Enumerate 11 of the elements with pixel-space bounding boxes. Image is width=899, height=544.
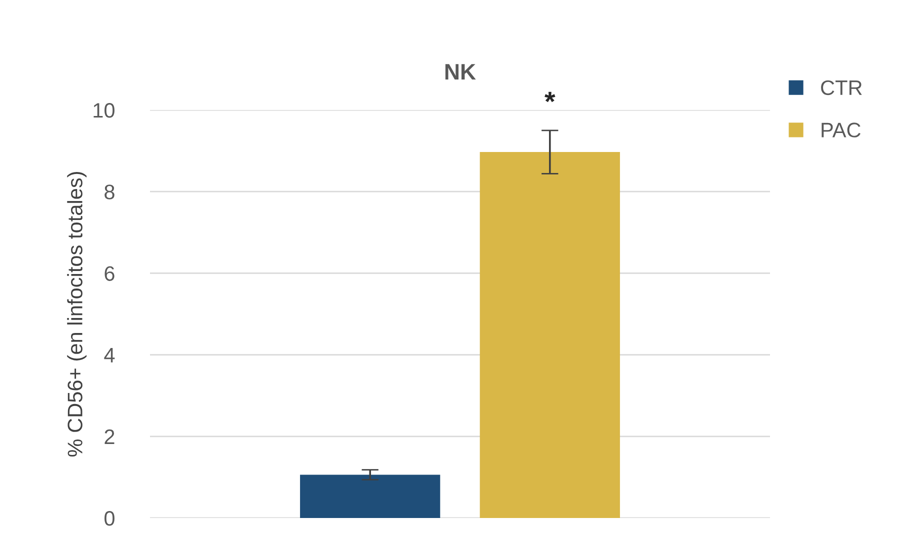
chart-title: NK bbox=[445, 64, 476, 80]
legend-label: CTR bbox=[821, 80, 862, 96]
y-axis-title: % CD56+ (en linfocitos totales) bbox=[67, 172, 87, 457]
y-tick-label: 0 bbox=[104, 511, 114, 526]
y-tick-label: 8 bbox=[104, 184, 114, 200]
legend-label: PAC bbox=[822, 122, 861, 138]
y-tick-label: 2 bbox=[104, 429, 114, 444]
y-tick-label: 6 bbox=[104, 266, 114, 281]
y-tick-label: 4 bbox=[104, 348, 115, 362]
text: * bbox=[544, 92, 556, 102]
y-tick-label: 10 bbox=[94, 103, 114, 118]
